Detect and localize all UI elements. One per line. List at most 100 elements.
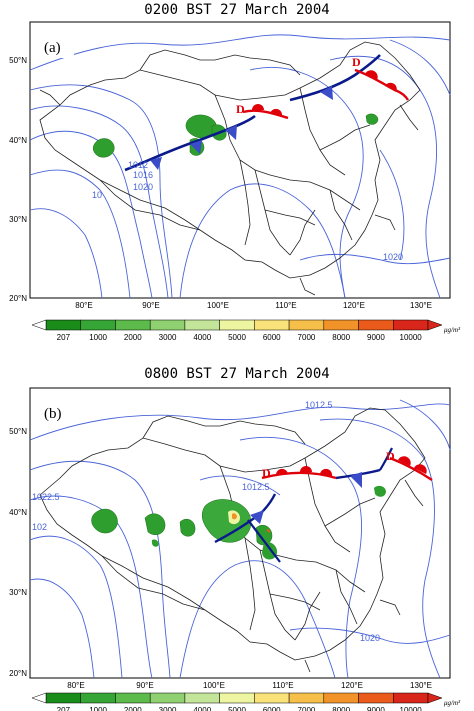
panel-a-isobar-label-3: 1020 [133,182,153,192]
panel-b-lon-80: 80°E [67,681,84,690]
panel-b-borders [39,407,426,673]
panel-b-colorbar-swatch [115,692,151,704]
panel-b-label: (b) [44,406,62,422]
panel-b-lon-120: 120°E [341,681,363,690]
panel-a-warm-front [242,68,410,120]
panel-b-colorbar-tick-label: 7000 [298,706,316,711]
panel-b-colorbar-tick-label: 9000 [367,706,385,711]
panel-a-isobar-label-5: 10 [92,190,102,200]
panel-a-lon-120: 120°E [343,301,365,310]
panel-a-label: (a) [44,40,61,56]
panel-b-dust [91,485,386,560]
panel-b-lat-ticks: 50°N 40°N 30°N 20°N [9,427,27,678]
panel-b-colorbar-swatch [254,692,290,704]
panel-a-colorbar-swatch [358,319,394,331]
panel-b-isobar-label-4: 102 [32,522,47,532]
panel-b-lat-20: 20°N [9,669,27,678]
panel-a-lon-100: 100°E [207,301,229,310]
panel-a-isobar-label-2: 1016 [133,170,153,180]
panel-a-colorbar-unit: μg/m³ [444,326,461,334]
panel-b-colorbar-tick-label: 1000 [89,706,107,711]
panel-b-label-bg [40,400,74,424]
panel-b-warm-front [261,456,433,481]
panel-b-colorbar-unit: μg/m³ [444,699,461,707]
panel-b-colorbar-swatch [45,692,81,704]
panel-b-isobars [29,399,451,679]
panel-b-colorbar-tick-label: 207 [57,706,71,711]
panel-a-colorbar-swatch [184,319,220,331]
panel-a-colorbar-swatch [80,319,116,331]
panel-a-front-label-2: D [352,55,361,69]
panel-a-colorbar-swatch [149,319,186,331]
panel-a-front-label-1: D [236,102,245,116]
panel-b-title: 0800 BST 27 March 2004 [144,366,330,382]
panel-a-colorbar-tick-label: 4000 [193,333,211,342]
panel-a-lat-ticks: 50°N 40°N 30°N 20°N [9,56,27,303]
panel-b-colorbar: 207 1000 2000 3000 4000 5000 6000 7000 8000 9000 1… [31,692,461,711]
panel-b-colorbar-min-arrow [31,692,47,704]
panel-a-lat-20: 20°N [9,294,27,303]
panel-a-colorbar-tick-label: 7000 [298,333,316,342]
panel-a-isobars [29,34,451,299]
panel-a-label-bg [40,34,74,58]
panel-a-colorbar-swatch [393,319,429,331]
panel-a-isobar-label-4: 1020 [383,252,403,262]
panel-a-colorbar-tick-label: 8000 [332,333,350,342]
panel-b-colorbar-swatch [288,692,325,704]
panel-b-colorbar-tick-label: 3000 [159,706,177,711]
panel-b-lat-50: 50°N [9,427,27,436]
panel-b-lon-ticks: 80°E 90°E 100°E 110°E 120°E 130°E [67,681,432,690]
panel-b-colorbar-swatch [184,692,220,704]
panel-b-lat-30: 30°N [9,588,27,597]
panel-a-colorbar-tick-label: 2000 [124,333,142,342]
panel-a-lat-30: 30°N [9,215,27,224]
panel-b-colorbar-tick-label: 5000 [228,706,246,711]
panel-a-colorbar-swatch [219,319,255,331]
panel-a-colorbar-tick-label: 5000 [228,333,246,342]
panel-a-lat-40: 40°N [9,136,27,145]
panel-b-front-label-1: D [262,466,271,480]
panel-b-lon-100: 100°E [203,681,225,690]
panel-b-lon-110: 110°E [272,681,293,690]
panel-a-colorbar-swatch [323,319,359,331]
panel-a-isobar-label-1: 1012 [128,160,148,170]
panel-a-colorbar-tick-label: 10000 [400,333,423,342]
panel-a-map: D D 1012 1016 1020 1020 10 50°N 40°N 30°… [9,21,451,310]
panel-b-colorbar-tick-label: 8000 [332,706,350,711]
panel-a-colorbar-swatch [288,319,325,331]
panel-b-lat-40: 40°N [9,508,27,517]
panel-b-lon-130: 130°E [410,681,432,690]
panel-b-colorbar-tick-label: 2000 [124,706,142,711]
panel-b-isobar-label-5: 1020 [360,633,380,643]
panel-b-cold-front [214,447,393,563]
panel-a-lat-50: 50°N [9,56,27,65]
panel-b-isobar-label-2: 1022.5 [32,492,60,502]
panel-a-borders [39,41,421,296]
panel-a-colorbar-tick-label: 1000 [89,333,107,342]
panel-a-colorbar-max-arrow [427,319,443,331]
panel-a-colorbar: 207 1000 2000 3000 4000 5000 6000 7000 8000 9000 1… [31,319,461,342]
panel-a-lon-90: 90°E [142,301,159,310]
panel-b-colorbar-tick-label: 10000 [400,706,423,711]
panel-a-colorbar-min-arrow [31,319,47,331]
panel-b-colorbar-swatch [219,692,255,704]
panel-b-colorbar-swatch [80,692,116,704]
panel-a-lon-110: 110°E [275,301,296,310]
panel-a-colorbar-swatch [254,319,290,331]
panel-a-lon-130: 130°E [410,301,432,310]
panel-a-colorbar-swatch [45,319,81,331]
panel-a-colorbar-tick-label: 9000 [367,333,385,342]
panel-a-lon-80: 80°E [75,301,92,310]
panel-b-colorbar-swatch [323,692,359,704]
panel-b-colorbar-tick-label: 4000 [193,706,211,711]
panel-b-lon-90: 90°E [136,681,153,690]
panel-a-cold-front [124,54,381,172]
panel-b-isobar-label-1: 1012.5 [305,400,333,410]
panel-a-title: 0200 BST 27 March 2004 [144,2,330,18]
panel-b-colorbar-max-arrow [427,692,443,704]
panel-b-colorbar-swatch [358,692,394,704]
panel-b-colorbar-swatch [149,692,186,704]
panel-b-map: D D 1012.5 1022.5 1012.5 102 1020 50°N 4… [9,387,451,690]
panel-b-isobar-label-3: 1012.5 [242,482,270,492]
